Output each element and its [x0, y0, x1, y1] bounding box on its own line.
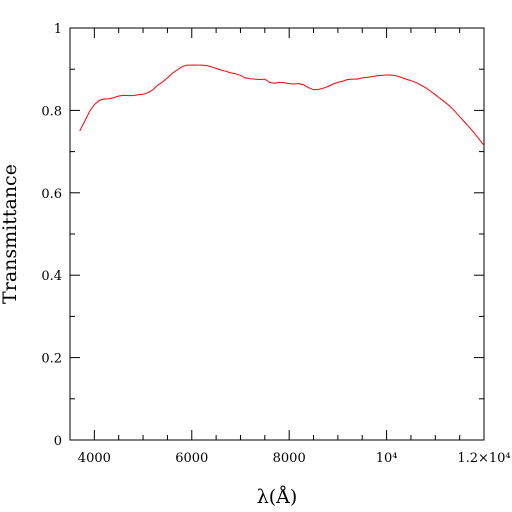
y-axis-label: Transmittance [0, 164, 21, 304]
x-axis-label: λ(Å) [257, 486, 298, 508]
x-tick-label: 1.2×10⁴ [457, 451, 510, 466]
y-tick-label: 1 [54, 22, 62, 37]
x-tick-label: 4000 [78, 451, 111, 466]
x-tick-label: 6000 [175, 451, 208, 466]
x-tick-label: 10⁴ [376, 451, 398, 466]
y-tick-label: 0.2 [41, 352, 62, 367]
axis-tick-labels: 4000 6000 8000 10⁴ 1.2×10⁴ 0 0.2 0.4 0.6 0.8 1 [41, 22, 510, 466]
transmittance-curve [79, 64, 485, 146]
y-tick-label: 0.8 [41, 104, 62, 119]
y-tick-label: 0.4 [41, 269, 62, 284]
data-series [79, 64, 485, 146]
axis-ticks [69, 27, 485, 441]
x-tick-label: 8000 [273, 451, 306, 466]
y-tick-label: 0 [54, 434, 62, 449]
y-tick-label: 0.6 [41, 187, 62, 202]
plot-frame [69, 27, 485, 441]
